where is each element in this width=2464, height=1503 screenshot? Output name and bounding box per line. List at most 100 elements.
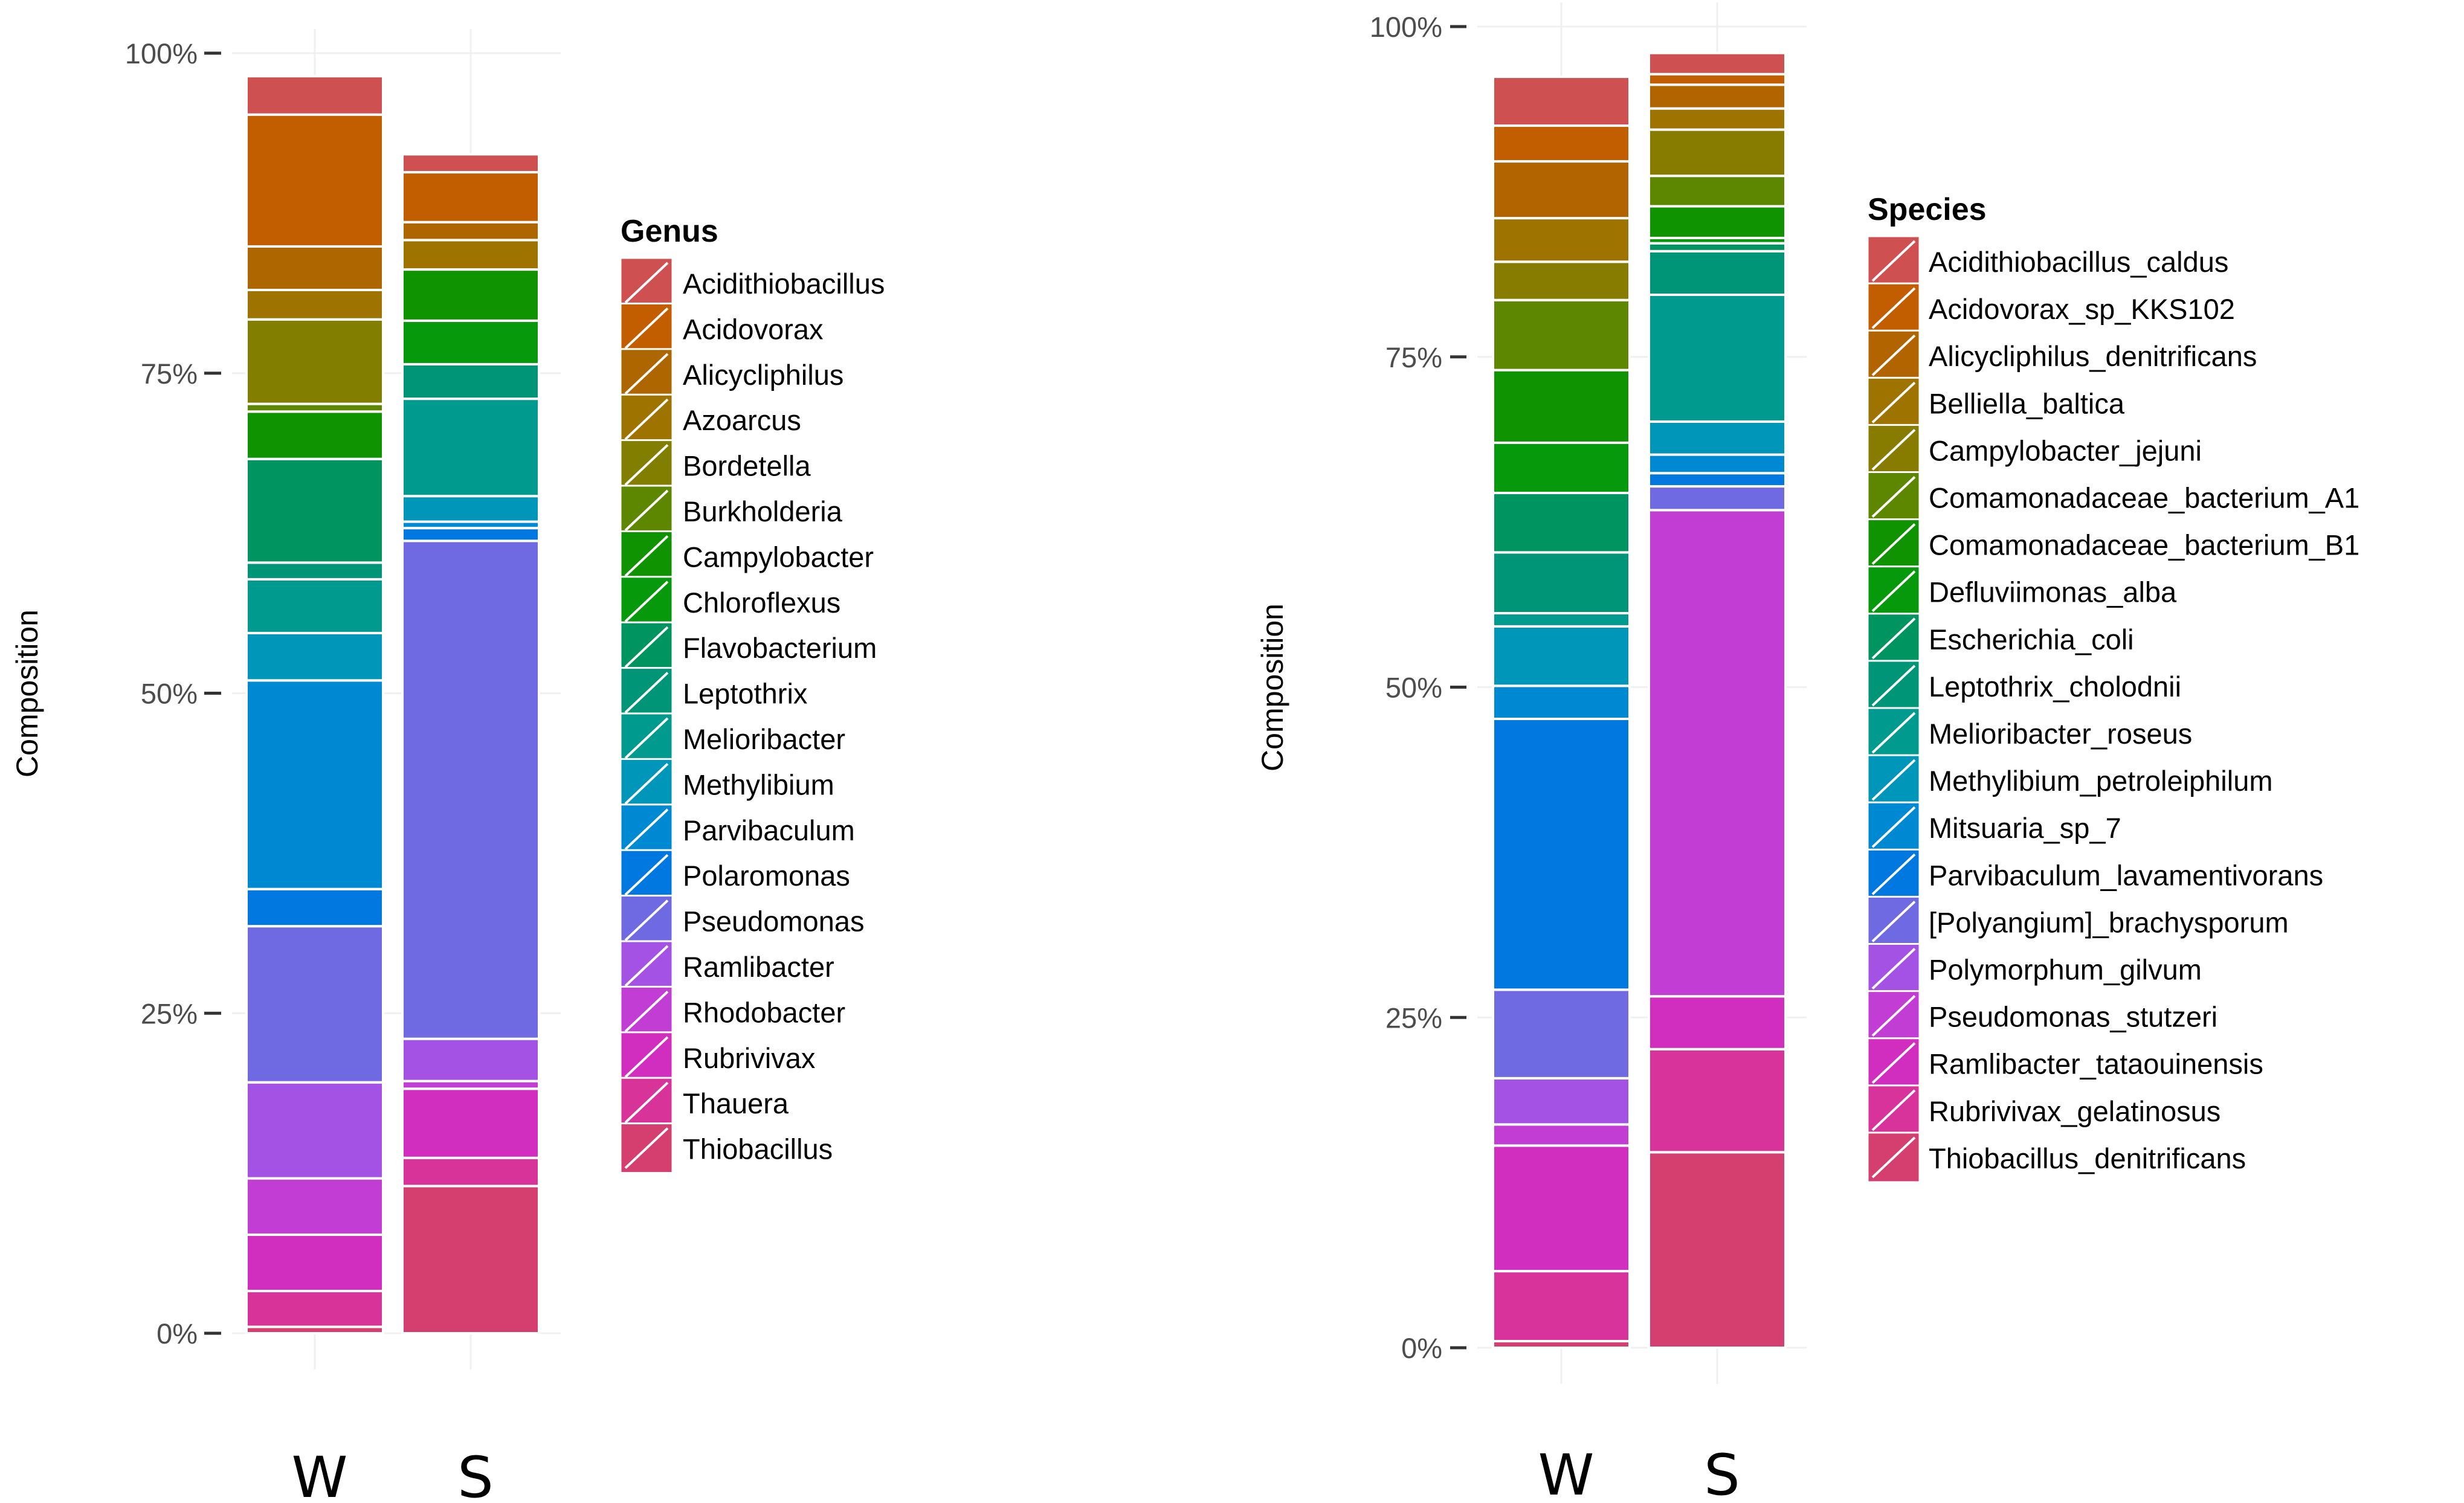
bar-segment: [1648, 472, 1787, 488]
legend-key-slash: [1871, 900, 1916, 942]
bar-segment: [245, 245, 384, 292]
legend-key-slash: [1871, 665, 1916, 707]
legend-key-slash: [1871, 570, 1916, 613]
y-tick-label: 100%: [1370, 11, 1442, 43]
legend-label: Campylobacter_jejuni: [1929, 434, 2202, 466]
legend-label: Acidithiobacillus: [683, 268, 885, 300]
bar-segment: [1492, 625, 1631, 687]
legend-key-slash: [1871, 759, 1916, 801]
legend-label: Belliella_baltica: [1929, 387, 2125, 419]
y-tick-label: 25%: [1385, 1002, 1442, 1034]
legend-label: Chloroflexus: [683, 587, 840, 619]
legend-label: Rubrivivax: [683, 1042, 815, 1074]
legend-label: Pseudomonas_stutzeri: [1929, 1001, 2217, 1033]
legend-key-slash: [624, 489, 669, 532]
bar-segment: [1492, 1144, 1631, 1273]
legend-key-slash: [1871, 1089, 1916, 1131]
legend-label: Acidovorax_sp_KKS102: [1929, 293, 2235, 325]
bar-segment: [401, 539, 540, 1040]
legend-label: Alicycliphilus: [683, 359, 843, 391]
y-tick-label: 0%: [1401, 1332, 1442, 1364]
bar-segment: [245, 75, 384, 116]
bar-segment: [245, 925, 384, 1084]
bar-segment: [1492, 1270, 1631, 1343]
bar-segment: [401, 362, 540, 401]
legend-key-slash: [624, 990, 669, 1032]
legend-key-slash: [1871, 240, 1916, 282]
bar-segment: [1492, 551, 1631, 615]
legend-label: Melioribacter_roseus: [1929, 718, 2192, 750]
legend-key-slash: [624, 353, 669, 395]
legend-key-slash: [1871, 381, 1916, 423]
bar-segment: [1492, 217, 1631, 263]
legend-key-slash: [624, 1127, 669, 1170]
legend-label: Defluviimonas_alba: [1929, 576, 2177, 608]
legend-label: [Polyangium]_brachysporum: [1929, 906, 2289, 938]
legend-key-slash: [624, 762, 669, 805]
legend-key-slash: [624, 626, 669, 668]
legend-label: Leptothrix: [683, 678, 807, 710]
x-category-label: S: [1704, 1443, 1740, 1503]
bar-segment: [1648, 453, 1787, 475]
legend-label: Ramlibacter_tataouinensis: [1929, 1048, 2263, 1080]
legend-key-slash: [624, 1081, 669, 1124]
legend-label: Flavobacterium: [683, 632, 877, 664]
legend-key-slash: [1871, 428, 1916, 471]
bar-segment: [1492, 612, 1631, 628]
legend-key-slash: [624, 717, 669, 759]
bar-segment: [401, 1185, 540, 1334]
bar-segment: [245, 1177, 384, 1236]
legend-label: Leptothrix_cholodnii: [1929, 671, 2181, 703]
bar-segment: [1492, 1123, 1631, 1147]
bar-segment: [1648, 249, 1787, 296]
legend-key-slash: [624, 307, 669, 349]
legend-label: Acidovorax: [683, 313, 824, 345]
legend-label: Campylobacter: [683, 541, 874, 573]
bar-segment: [401, 1037, 540, 1083]
legend-label: Methylibium_petroleiphilum: [1929, 765, 2273, 797]
legend-key-slash: [624, 945, 669, 987]
legend-label: Polaromonas: [683, 860, 850, 892]
bar-segment: [401, 220, 540, 242]
bar-segment: [401, 397, 540, 498]
legend-key-slash: [624, 444, 669, 486]
bar-segment: [245, 289, 384, 321]
bar-segment: [401, 527, 540, 542]
bar-segment: [245, 1081, 384, 1180]
legend-label: Mitsuaria_sp_7: [1929, 812, 2121, 844]
bar-segment: [1648, 128, 1787, 178]
bar-segment: [245, 1233, 384, 1293]
bar-segment: [401, 319, 540, 365]
bar-segment: [245, 578, 384, 634]
legend-label: Rhodobacter: [683, 996, 845, 1028]
bar-segment: [1492, 1077, 1631, 1126]
bar-segment: [1492, 492, 1631, 554]
legend-label: Comamonadaceae_bacterium_A1: [1929, 482, 2359, 514]
bar-segment: [1648, 1048, 1787, 1154]
legend-title: Genus: [621, 214, 718, 249]
bar-segment: [245, 887, 384, 928]
legend-label: Parvibaculum: [683, 814, 855, 846]
y-tick-label: 50%: [141, 678, 198, 710]
bar-segment: [1492, 441, 1631, 495]
legend-label: Thiobacillus: [683, 1133, 833, 1165]
legend-label: Rubrivivax_gelatinosus: [1929, 1095, 2221, 1127]
legend-label: Acidithiobacillus_caldus: [1929, 246, 2228, 278]
y-axis-title: Composition: [10, 610, 44, 777]
legend-key-slash: [624, 398, 669, 440]
bar-segment: [1492, 160, 1631, 220]
bar-segment: [245, 1290, 384, 1328]
legend-key-slash: [1871, 334, 1916, 376]
bar-segment: [1648, 485, 1787, 512]
x-category-label: W: [292, 1445, 348, 1503]
legend-label: Thiobacillus_denitrificans: [1929, 1142, 2246, 1174]
bar-segment: [1492, 76, 1631, 127]
y-tick-label: 25%: [141, 997, 198, 1029]
legend-key-slash: [1871, 712, 1916, 754]
legend-label: Comamonadaceae_bacterium_B1: [1929, 529, 2359, 561]
bar-segment: [1492, 369, 1631, 444]
bar-segment: [401, 239, 540, 271]
legend-key-slash: [624, 262, 669, 304]
x-category-label: S: [457, 1445, 494, 1503]
y-tick-label: 50%: [1385, 672, 1442, 704]
